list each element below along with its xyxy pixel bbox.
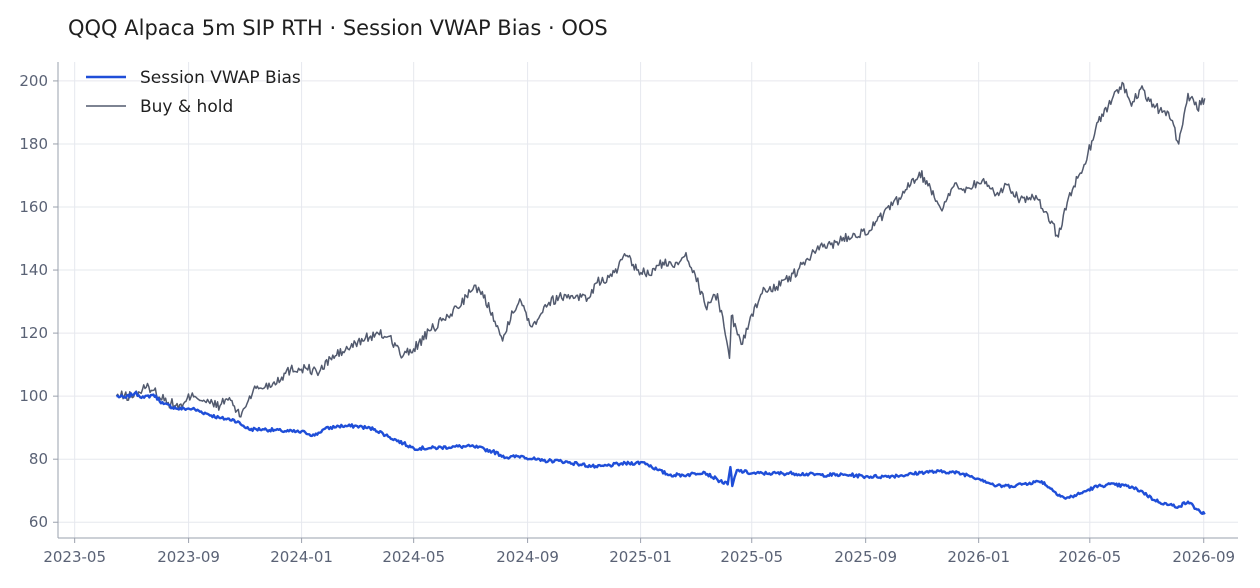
- y-tick-label: 140: [19, 261, 48, 279]
- x-tick-label: 2025-01: [609, 548, 672, 566]
- series-lines: [115, 81, 1206, 515]
- x-tick-label: 2026-05: [1058, 548, 1121, 566]
- x-tick-label: 2026-09: [1172, 548, 1235, 566]
- buy-and-hold-line: [115, 81, 1206, 418]
- x-tick-label: 2024-01: [270, 548, 333, 566]
- legend-label-strategy: Session VWAP Bias: [140, 68, 301, 88]
- x-tick-label: 2024-09: [496, 548, 559, 566]
- strategy-line: [116, 390, 1206, 515]
- x-tick-label: 2025-05: [720, 548, 783, 566]
- y-tick-label: 100: [19, 387, 48, 405]
- y-tick-label: 80: [29, 450, 48, 468]
- axes: 2023-05 2023-09 2024-01 2024-05 2024-09 2025-…: [19, 62, 1238, 566]
- x-tick-label: 2023-09: [157, 548, 220, 566]
- y-tick-label: 120: [19, 324, 48, 342]
- x-tick-label: 2023-05: [43, 548, 106, 566]
- chart-title: QQQ Alpaca 5m SIP RTH · Session VWAP Bia…: [68, 16, 608, 40]
- y-tick-label: 160: [19, 198, 48, 216]
- x-tick-label: 2026-01: [947, 548, 1010, 566]
- x-tick-label: 2024-05: [382, 548, 445, 566]
- y-tick-label: 60: [29, 513, 48, 531]
- grid-lines: [58, 62, 1238, 538]
- y-tick-label: 200: [19, 72, 48, 90]
- legend-label-buy-hold: Buy & hold: [140, 97, 233, 117]
- legend: Session VWAP Bias Buy & hold: [86, 68, 301, 117]
- y-tick-label: 180: [19, 135, 48, 153]
- x-tick-label: 2025-09: [834, 548, 897, 566]
